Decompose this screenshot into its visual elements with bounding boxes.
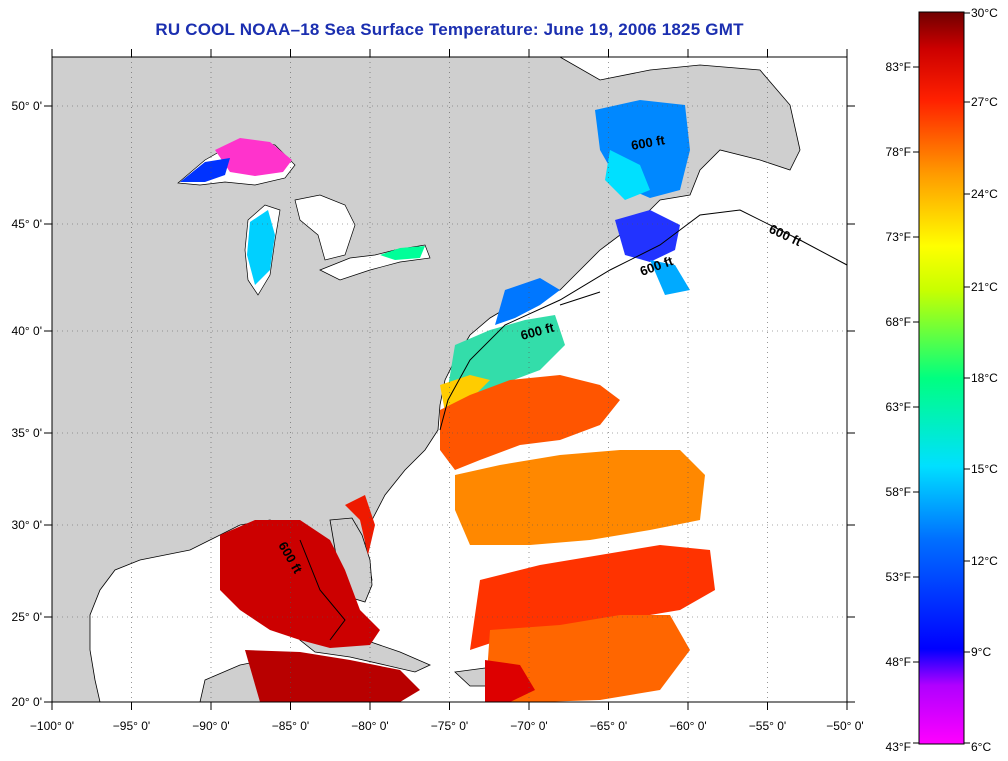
tick-marks (44, 49, 855, 710)
lon-tick-label: −85° 0' (272, 719, 309, 733)
celsius-label: 6°C (971, 740, 991, 754)
lon-tick-label: −80° 0' (351, 719, 388, 733)
map-title: RU COOL NOAA–18 Sea Surface Temperature:… (155, 20, 744, 39)
lat-tick-label: 50° 0' (12, 99, 42, 113)
lat-tick-label: 35° 0' (12, 426, 42, 440)
celsius-label: 30°C (971, 6, 998, 20)
celsius-label: 24°C (971, 187, 998, 201)
lake-huron (294, 194, 356, 261)
lat-tick-label: 20° 0' (12, 695, 42, 709)
lon-tick-label: −65° 0' (590, 719, 627, 733)
lon-tick-label: −100° 0' (30, 719, 74, 733)
lon-tick-label: −70° 0' (510, 719, 547, 733)
celsius-label: 9°C (971, 645, 991, 659)
lon-tick-label: −50° 0' (826, 719, 863, 733)
fahrenheit-label: 48°F (886, 655, 911, 669)
colorbar: 30°C 27°C 24°C 21°C 18°C 15°C 12°C 9°C 6… (886, 6, 999, 754)
depth-contour-600ft (299, 209, 847, 641)
lat-tick-label: 45° 0' (12, 217, 42, 231)
fahrenheit-label: 58°F (886, 485, 911, 499)
celsius-label: 21°C (971, 280, 998, 294)
celsius-label: 12°C (971, 554, 998, 568)
fahrenheit-label: 73°F (886, 230, 911, 244)
fahrenheit-label: 53°F (886, 570, 911, 584)
fahrenheit-label: 43°F (886, 740, 911, 754)
celsius-label: 27°C (971, 95, 998, 109)
fahrenheit-label: 63°F (886, 400, 911, 414)
fahrenheit-label: 83°F (886, 60, 911, 74)
colorbar-gradient (918, 11, 965, 745)
celsius-label: 15°C (971, 462, 998, 476)
lat-tick-label: 40° 0' (12, 324, 42, 338)
lon-tick-label: −60° 0' (669, 719, 706, 733)
lat-tick-label: 30° 0' (12, 518, 42, 532)
lon-tick-label: −95° 0' (113, 719, 150, 733)
depth-label: 600 ft (630, 132, 667, 153)
lon-tick-label: −90° 0' (192, 719, 229, 733)
land-north-america (52, 57, 801, 702)
fahrenheit-label: 78°F (886, 145, 911, 159)
longitude-labels: −100° 0' −95° 0' −90° 0' −85° 0' −80° 0'… (30, 719, 864, 733)
sst-patches (180, 100, 715, 702)
latitude-labels: 20° 0' 25° 0' 30° 0' 35° 0' 40° 0' 45° 0… (12, 99, 42, 709)
fahrenheit-label: 68°F (886, 315, 911, 329)
lat-tick-label: 25° 0' (12, 610, 42, 624)
lon-tick-label: −75° 0' (431, 719, 468, 733)
lon-tick-label: −55° 0' (749, 719, 786, 733)
celsius-label: 18°C (971, 371, 998, 385)
